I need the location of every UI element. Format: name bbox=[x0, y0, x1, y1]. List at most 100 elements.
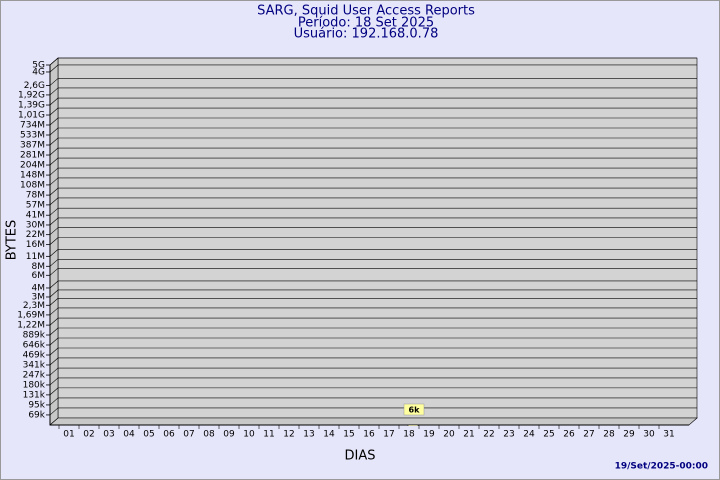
grid-line bbox=[49, 227, 59, 235]
y-tick-label: 2,6G bbox=[24, 81, 45, 91]
chart-title: SARG, Squid User Access Reports bbox=[257, 4, 475, 19]
x-tick-label: 19 bbox=[423, 430, 435, 440]
x-tick-label: 05 bbox=[143, 430, 154, 440]
grid-line bbox=[49, 127, 59, 136]
x-tick-label: 04 bbox=[123, 430, 135, 440]
grid-line bbox=[49, 137, 59, 146]
y-tick-label: 8M bbox=[32, 262, 46, 272]
grid-line bbox=[49, 298, 59, 306]
x-tick-label: 07 bbox=[183, 430, 194, 440]
grid-line bbox=[49, 268, 59, 276]
grid-line bbox=[49, 64, 59, 73]
x-tick-label: 03 bbox=[103, 430, 114, 440]
y-tick-label: 6M bbox=[32, 271, 46, 281]
grid-line bbox=[49, 237, 59, 245]
x-axis-label: DIAS bbox=[345, 449, 376, 464]
grid-line bbox=[49, 387, 59, 396]
grid-line bbox=[49, 197, 59, 206]
grid-line bbox=[49, 117, 59, 126]
grid-line bbox=[49, 187, 59, 196]
grid-line bbox=[49, 167, 59, 176]
plot-floor bbox=[49, 417, 698, 426]
x-tick-label: 23 bbox=[503, 430, 514, 440]
y-tick-label: 1,39G bbox=[18, 101, 45, 111]
x-tick-label: 24 bbox=[523, 430, 535, 440]
y-tick-label: 108M bbox=[20, 180, 45, 190]
x-tick-label: 26 bbox=[563, 430, 575, 440]
grid-line bbox=[49, 407, 59, 416]
y-tick-label: 5G bbox=[32, 61, 45, 71]
grid-line bbox=[49, 249, 59, 257]
y-tick-label: 533M bbox=[20, 131, 45, 141]
y-tick-label: 3M bbox=[32, 292, 46, 302]
y-tick-label: 16M bbox=[26, 240, 45, 250]
x-tick-label: 14 bbox=[323, 430, 335, 440]
y-tick-label: 889k bbox=[23, 331, 46, 341]
x-tick-label: 09 bbox=[223, 430, 235, 440]
y-tick-label: 22M bbox=[26, 230, 45, 240]
grid-line bbox=[49, 97, 59, 106]
grid-line bbox=[49, 307, 59, 316]
grid-line bbox=[49, 78, 59, 86]
x-tick-label: 11 bbox=[263, 430, 274, 440]
grid-line bbox=[49, 377, 59, 386]
grid-line bbox=[49, 397, 59, 406]
x-tick-label: 27 bbox=[583, 430, 594, 440]
y-tick-label: 95k bbox=[28, 400, 45, 410]
grid-line bbox=[49, 259, 59, 267]
y-tick-label: 281M bbox=[20, 151, 45, 161]
y-axis-label: BYTES bbox=[5, 220, 20, 261]
x-tick-label: 21 bbox=[463, 430, 474, 440]
x-tick-label: 31 bbox=[663, 430, 674, 440]
grid-line bbox=[49, 157, 59, 166]
y-tick-label: 69k bbox=[28, 410, 45, 420]
y-tick-label: 11M bbox=[26, 252, 45, 262]
grid-line bbox=[49, 177, 59, 186]
chart-subtitle: Usuário: 192.168.0.78 bbox=[294, 27, 439, 42]
y-tick-label: 41M bbox=[26, 211, 45, 221]
grid-line bbox=[49, 217, 59, 226]
x-tick-label: 20 bbox=[443, 430, 455, 440]
grid-line bbox=[49, 107, 59, 116]
x-tick-label: 01 bbox=[63, 430, 74, 440]
y-tick-label: 4M bbox=[32, 283, 46, 293]
y-tick-label: 341k bbox=[23, 360, 46, 370]
x-tick-label: 25 bbox=[543, 430, 554, 440]
x-tick-label: 18 bbox=[403, 430, 415, 440]
y-tick-label: 78M bbox=[26, 191, 45, 201]
value-label-box bbox=[403, 403, 425, 416]
grid-line bbox=[49, 317, 59, 326]
plot-back bbox=[57, 57, 698, 419]
y-tick-label: 1,92G bbox=[18, 90, 45, 100]
y-tick-label: 734M bbox=[20, 120, 45, 130]
grid-line bbox=[49, 147, 59, 156]
y-tick-label: 180k bbox=[23, 380, 46, 390]
value-label: 6k bbox=[409, 406, 421, 415]
grid-line bbox=[49, 280, 59, 289]
x-tick-label: 22 bbox=[483, 430, 494, 440]
chart-subtitle: Período: 18 Set 2025 bbox=[298, 16, 434, 31]
y-tick-label: 2,3M bbox=[23, 301, 45, 311]
x-tick-label: 06 bbox=[163, 430, 175, 440]
y-tick-label: 387M bbox=[20, 141, 45, 151]
grid-line bbox=[49, 347, 59, 356]
grid-line bbox=[49, 337, 59, 346]
x-tick-label: 13 bbox=[303, 430, 314, 440]
grid-line bbox=[49, 57, 59, 66]
y-tick-label: 131k bbox=[23, 390, 46, 400]
y-tick-label: 247k bbox=[23, 371, 46, 381]
y-tick-label: 646k bbox=[23, 340, 46, 350]
plot-clip bbox=[407, 424, 419, 426]
x-tick-label: 15 bbox=[343, 430, 354, 440]
grid-line bbox=[49, 87, 59, 96]
grid-line bbox=[49, 289, 59, 298]
x-tick-label: 10 bbox=[243, 430, 255, 440]
x-tick-label: 12 bbox=[283, 430, 294, 440]
y-tick-label: 469k bbox=[23, 351, 46, 361]
y-tick-label: 30M bbox=[26, 220, 45, 230]
y-tick-label: 1,22M bbox=[17, 321, 45, 331]
grid-line bbox=[49, 327, 59, 336]
grid-line bbox=[49, 367, 59, 376]
x-tick-label: 02 bbox=[83, 430, 94, 440]
